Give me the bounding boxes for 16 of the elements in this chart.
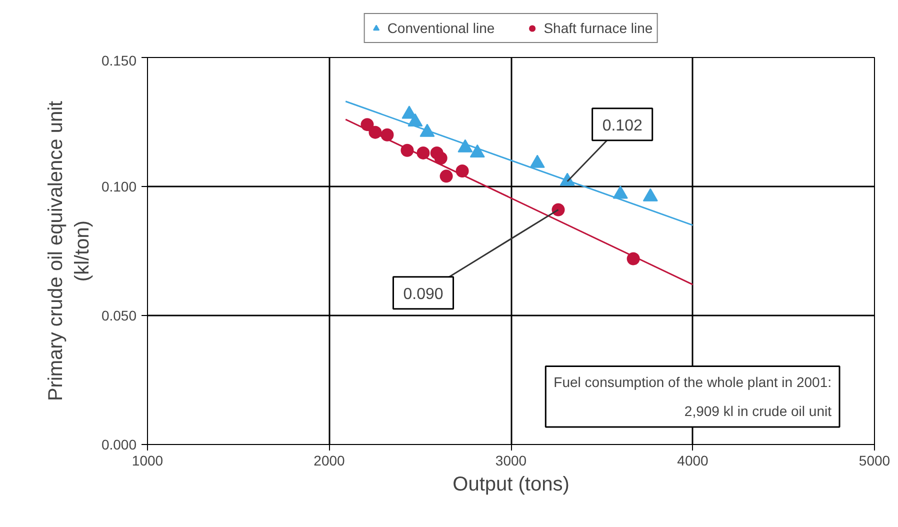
annotation: 0.102 [602,117,642,134]
y-tick-label: 0.050 [101,308,137,324]
x-tick-label: 3000 [495,452,527,468]
legend-label: Shaft furnace line [544,20,653,36]
x-tick-label: 2000 [314,452,346,468]
legend-label: Conventional line [387,20,495,36]
y-tick-label: 0.150 [101,52,137,68]
x-tick-label: 4000 [677,452,709,468]
x-tick-label: 1000 [132,452,164,468]
annotation: 0.090 [403,286,444,303]
x-tick-label: 5000 [858,452,890,468]
y-axis-title: Primary crude oil equivalence unit (kl/ton) [45,100,94,402]
y-tick-label: 0.000 [101,436,137,452]
annotation: Fuel consumption of the whole plant in 2001: 2,909 kl in crude oil unit [554,374,832,419]
x-axis-title: Output (tons) [452,474,570,496]
y-tick-label: 0.100 [101,178,137,194]
